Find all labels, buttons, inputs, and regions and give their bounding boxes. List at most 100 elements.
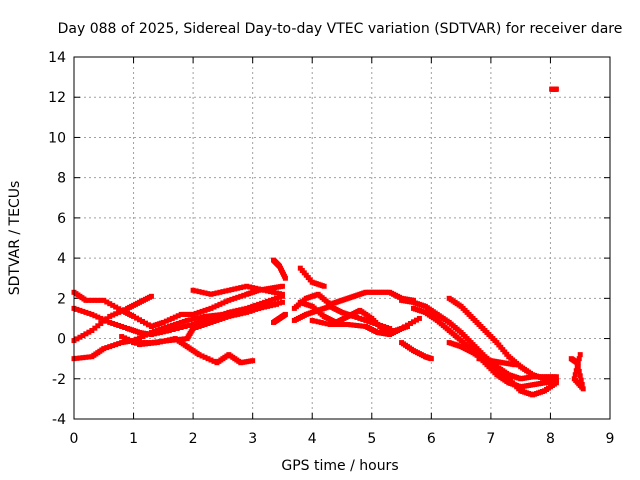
data-point	[89, 311, 95, 317]
data-point	[402, 324, 408, 330]
data-point	[223, 288, 229, 294]
data-point	[131, 313, 137, 319]
data-point	[576, 368, 582, 374]
data-point	[211, 312, 217, 318]
series-track-c	[71, 293, 154, 344]
data-point	[410, 319, 416, 325]
data-point	[166, 323, 172, 329]
data-point	[256, 301, 262, 307]
data-point	[208, 315, 214, 321]
data-point	[244, 309, 250, 315]
data-point	[145, 331, 151, 337]
data-point	[178, 319, 184, 325]
data-point	[321, 283, 327, 289]
data-point	[151, 329, 157, 335]
data-point	[190, 326, 196, 331]
data-point	[235, 294, 241, 300]
data-point	[351, 322, 357, 328]
data-point	[163, 338, 169, 344]
data-point	[193, 324, 199, 330]
data-point	[101, 297, 107, 303]
data-point	[202, 317, 208, 323]
series-track-u	[568, 352, 586, 392]
data-point	[214, 317, 220, 323]
data-point	[223, 314, 229, 320]
data-point	[199, 322, 205, 328]
data-point	[205, 320, 211, 326]
data-point	[573, 368, 579, 374]
x-axis-label: GPS time / hours	[281, 458, 398, 474]
data-points	[71, 86, 586, 398]
data-point	[399, 326, 405, 331]
data-point	[384, 324, 390, 330]
data-point	[211, 358, 217, 364]
data-point	[86, 329, 92, 335]
data-point	[265, 288, 271, 294]
data-point	[416, 315, 422, 321]
data-point	[199, 318, 205, 324]
data-point	[262, 287, 268, 293]
x-tick-label: 0	[70, 431, 79, 447]
plot-frame	[73, 56, 611, 420]
data-point	[259, 300, 265, 306]
data-point	[205, 316, 211, 322]
data-point	[193, 320, 199, 326]
data-point	[193, 288, 199, 294]
data-point	[154, 340, 160, 346]
data-point	[265, 303, 271, 309]
data-point	[86, 354, 92, 360]
x-tick-label: 2	[189, 431, 198, 447]
data-point	[89, 328, 95, 334]
data-point	[107, 301, 113, 307]
x-tick-label: 7	[486, 431, 495, 447]
data-point	[235, 311, 241, 317]
data-point	[196, 323, 202, 329]
data-point	[86, 310, 92, 316]
data-point	[405, 322, 411, 328]
data-point	[163, 328, 169, 334]
data-point	[512, 362, 518, 368]
data-point	[244, 305, 250, 311]
data-point	[178, 324, 184, 330]
data-point	[134, 340, 140, 346]
data-point	[232, 286, 238, 292]
x-tick-label: 9	[606, 431, 615, 447]
data-point	[181, 318, 187, 324]
data-point	[223, 299, 229, 305]
data-point	[572, 372, 578, 378]
data-point	[247, 304, 253, 310]
y-axis-label: SDTVAR / TECUs	[7, 181, 23, 296]
series-track-f	[119, 334, 256, 366]
data-point	[142, 320, 148, 326]
data-point	[122, 307, 128, 313]
data-point	[208, 357, 214, 363]
data-point	[83, 331, 89, 337]
data-point	[131, 339, 137, 345]
data-point	[360, 316, 366, 322]
y-tick-label: 4	[57, 251, 66, 267]
data-point	[279, 291, 285, 297]
data-point	[232, 295, 238, 301]
data-point	[175, 320, 181, 326]
data-point	[184, 317, 190, 323]
data-point	[575, 360, 581, 366]
data-point	[357, 323, 363, 329]
data-point	[271, 296, 277, 302]
data-point	[92, 325, 98, 331]
data-point	[128, 338, 134, 344]
data-point	[211, 291, 217, 297]
data-point	[256, 286, 262, 292]
data-point	[428, 356, 434, 362]
data-point	[247, 308, 253, 314]
data-point	[241, 306, 247, 312]
series-track-h	[271, 257, 288, 281]
x-tick-label: 6	[427, 431, 436, 447]
data-point	[250, 303, 256, 309]
data-point	[273, 290, 279, 296]
data-point	[116, 309, 122, 315]
data-point	[110, 320, 116, 326]
data-point	[137, 342, 143, 348]
data-point	[174, 326, 180, 331]
data-point	[276, 300, 282, 306]
data-point	[309, 317, 315, 323]
